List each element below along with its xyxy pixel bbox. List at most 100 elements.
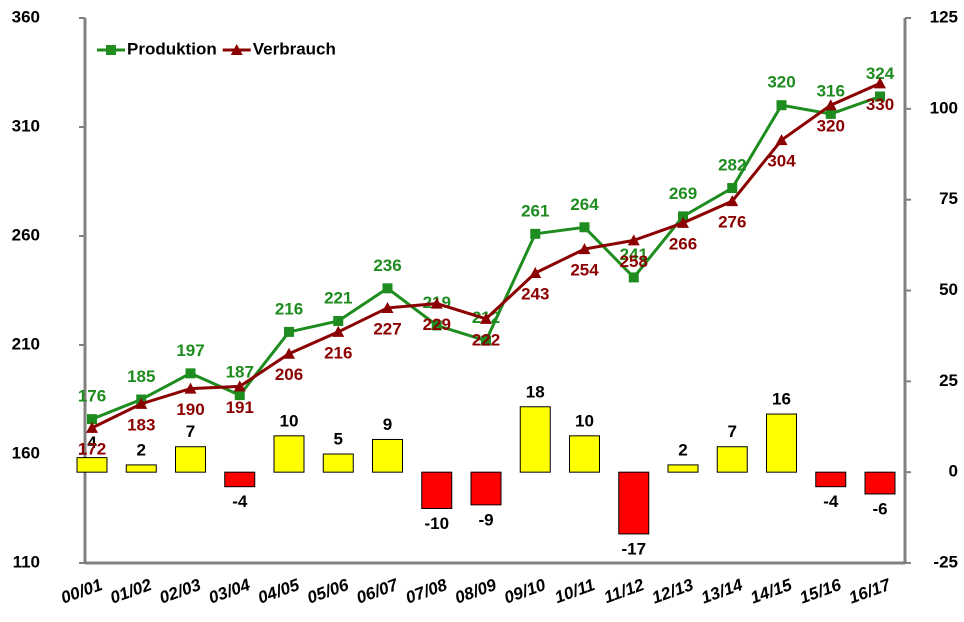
value-label: 261 — [521, 201, 549, 220]
y2-tick-label: 125 — [930, 7, 958, 26]
value-label: 216 — [275, 299, 303, 318]
marker — [481, 335, 491, 346]
bar — [766, 413, 797, 473]
bar — [125, 464, 157, 473]
x-tick-group: 04/05 — [255, 575, 302, 608]
bar-value-label: 7 — [186, 422, 195, 441]
x-tick-group: 10/11 — [552, 575, 597, 607]
value-label: 227 — [373, 319, 401, 338]
marker — [824, 99, 837, 111]
bar — [569, 435, 600, 473]
x-tick-label: 03/04 — [206, 575, 253, 608]
y2-tick-label: 100 — [930, 98, 958, 117]
value-label: 191 — [226, 398, 254, 417]
legend-label: Produktion — [127, 39, 217, 58]
marker — [875, 91, 885, 102]
y-tick-label: 110 — [13, 552, 40, 571]
marker — [430, 297, 443, 309]
bar — [470, 471, 502, 506]
marker — [530, 228, 541, 239]
y-tick-label: 360 — [12, 7, 40, 26]
marker — [678, 211, 688, 222]
bar-value-label: 2 — [678, 440, 687, 459]
x-tick-group: 12/13 — [649, 575, 696, 608]
value-label: 243 — [521, 285, 549, 304]
bar — [273, 435, 305, 473]
value-label: 316 — [817, 81, 845, 100]
bar — [864, 471, 896, 495]
marker — [86, 421, 98, 433]
value-label: 266 — [669, 234, 697, 253]
x-tick-label: 06/07 — [354, 575, 402, 608]
value-label: 330 — [866, 95, 894, 114]
x-tick-group: 15/16 — [797, 575, 844, 608]
y-tick-label: 160 — [12, 443, 40, 462]
marker — [727, 183, 738, 194]
x-tick-group: 14/15 — [748, 575, 795, 608]
bar-value-label: -10 — [424, 514, 449, 533]
bar-value-label: -17 — [621, 539, 646, 558]
y2-tick-label: 75 — [939, 189, 958, 208]
x-tick-label: 15/16 — [797, 575, 844, 608]
marker — [627, 234, 640, 246]
y-tick-label: 310 — [12, 116, 40, 135]
marker — [185, 368, 196, 379]
bar — [519, 406, 551, 473]
y2-tick-label: 0 — [949, 462, 958, 481]
marker — [578, 243, 591, 255]
x-tick-label: 04/05 — [255, 575, 302, 608]
value-label: 172 — [78, 439, 106, 458]
x-tick-label: 02/03 — [157, 575, 204, 608]
value-label: 269 — [669, 184, 697, 203]
legend-label: Verbrauch — [253, 39, 336, 58]
bar — [372, 438, 403, 473]
bar-value-label: 2 — [137, 440, 146, 459]
value-label: 258 — [620, 252, 648, 271]
marker — [579, 222, 590, 233]
x-tick-label: 14/15 — [748, 575, 795, 608]
value-label: 216 — [324, 343, 352, 362]
x-tick-group: 08/09 — [452, 575, 499, 608]
y2-tick-label: 25 — [939, 371, 958, 390]
bar-value-label: 4 — [87, 433, 97, 452]
value-label: 176 — [78, 387, 106, 406]
bar-value-label: -9 — [478, 510, 493, 529]
bar-value-label: -4 — [823, 492, 839, 511]
value-label: 185 — [127, 367, 155, 386]
bar — [667, 464, 699, 473]
marker — [431, 320, 442, 331]
value-label: 183 — [127, 415, 155, 434]
x-tick-group: 13/14 — [699, 575, 746, 608]
line — [91, 82, 881, 430]
marker — [135, 397, 148, 409]
marker — [283, 347, 295, 359]
x-tick-label: 16/17 — [846, 575, 894, 608]
x-tick-group: 03/04 — [206, 575, 253, 608]
y2-tick-label: -25 — [933, 552, 958, 571]
marker — [234, 390, 245, 401]
value-label: 206 — [275, 365, 303, 384]
value-label: 222 — [472, 330, 500, 349]
bar — [224, 471, 256, 488]
value-label: 324 — [866, 64, 895, 83]
bar-value-label: -4 — [232, 492, 248, 511]
legend-marker — [106, 45, 116, 55]
x-tick-group: 07/08 — [403, 575, 450, 608]
x-tick-group: 02/03 — [157, 575, 204, 608]
marker — [874, 77, 886, 89]
value-label: 276 — [718, 213, 746, 232]
x-tick-group: 05/06 — [305, 575, 352, 608]
x-tick-group: 11/12 — [601, 575, 647, 607]
marker — [677, 216, 689, 228]
marker — [529, 267, 542, 279]
bar-value-label: 9 — [383, 415, 392, 434]
x-tick-label: 11/12 — [601, 575, 647, 607]
x-tick-label: 09/10 — [502, 575, 549, 608]
bar-value-label: 5 — [334, 429, 343, 448]
bar — [76, 457, 108, 473]
line — [91, 95, 881, 421]
marker — [825, 108, 836, 119]
value-label: 197 — [176, 341, 204, 360]
bar — [322, 453, 354, 473]
